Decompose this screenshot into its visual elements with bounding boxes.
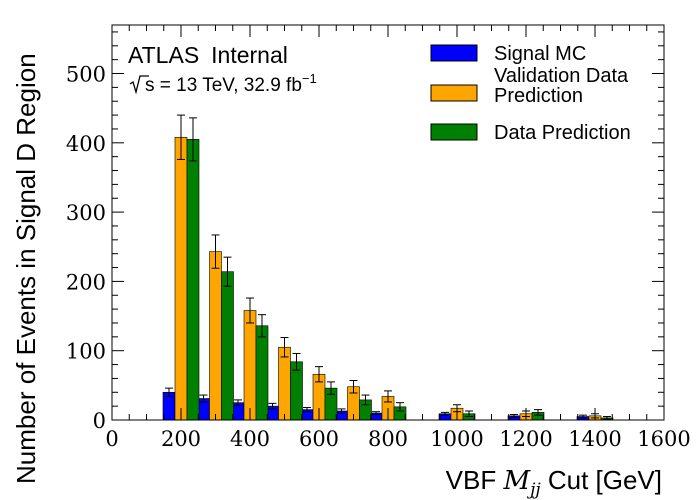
bar-s2-1: [221, 271, 234, 421]
legend-label-1-0: Validation Data: [494, 65, 629, 87]
x-tick-label: 400: [230, 427, 270, 451]
bars-layer: [162, 114, 614, 421]
bar-s1-0: [174, 136, 188, 421]
bar-s2-0: [186, 139, 200, 421]
y-tick-label: 0: [93, 409, 106, 433]
bar-s1-1: [209, 251, 222, 421]
x-tick-label: 200: [161, 427, 201, 451]
legend-label-1-1: Prediction: [494, 85, 583, 107]
experiment-name: ATLAS: [128, 42, 199, 68]
sqrt-symbol: [129, 75, 149, 95]
x-tick-label: 1000: [430, 427, 483, 451]
y-tick-label: 100: [66, 340, 106, 364]
x-tick-label: 800: [368, 427, 408, 451]
y-tick-label: 200: [66, 270, 106, 294]
energy-label: s = 13 TeV, 32.9 fb−1: [129, 71, 317, 96]
y-tick-label: 300: [66, 201, 106, 225]
energy-text: s = 13 TeV, 32.9 fb: [145, 75, 302, 96]
legend-swatch-2: [430, 123, 478, 141]
svg-text:s = 13 TeV, 32.9 fb−1: s = 13 TeV, 32.9 fb−1: [145, 71, 317, 96]
x-tick-label: 1200: [499, 427, 552, 451]
legend-label-0-0: Signal MC: [494, 43, 586, 65]
legend-swatch-1: [430, 84, 478, 102]
y-axis-label: Number of Events in Signal D Region: [11, 53, 41, 484]
bar-s2-2: [255, 325, 269, 421]
ticks-layer: 0 200 400 600 800 1000 1200 1400 1600 0 100 200 300 4…: [66, 25, 691, 451]
atlas-label: ATLAS Internal: [128, 42, 288, 68]
status-label: Internal: [211, 42, 288, 68]
x-tick-label: 1400: [568, 427, 621, 451]
y-tick-label: 500: [66, 63, 106, 87]
x-tick-label: 0: [105, 427, 118, 451]
x-axis-label: VBF Mjj Cut [GeV]: [446, 465, 662, 500]
x-tick-label: 600: [299, 427, 339, 451]
lumi-superscript: −1: [302, 71, 317, 86]
legend-label-2-0: Data Prediction: [494, 122, 631, 144]
bar-s1-2: [243, 310, 257, 421]
legend-swatch-0: [430, 44, 478, 62]
y-tick-label: 400: [66, 132, 106, 156]
bar-s1-3: [278, 346, 291, 421]
x-tick-label: 1600: [637, 427, 690, 451]
